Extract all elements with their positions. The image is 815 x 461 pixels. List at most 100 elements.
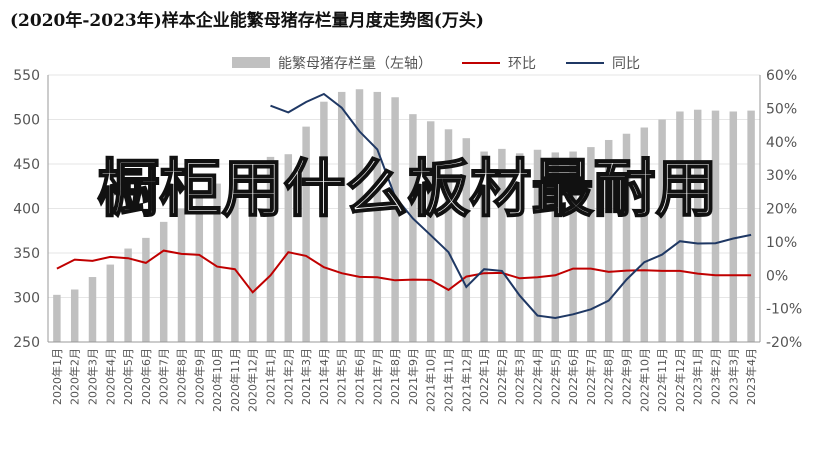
bar (231, 174, 239, 342)
x-axis-tick-label: 2021年10月 (424, 348, 438, 412)
bar (515, 153, 524, 342)
x-axis-tick-label: 2021年7月 (370, 348, 384, 405)
x-axis-tick-label: 2021年6月 (353, 348, 367, 405)
x-axis-tick-label: 2022年3月 (513, 348, 527, 405)
right-axis-tick-label: 0% (766, 268, 788, 284)
right-axis-tick-label: -20% (766, 335, 802, 351)
x-axis-tick-label: 2020年4月 (103, 348, 117, 405)
x-axis-tick-label: 2022年7月 (584, 348, 598, 405)
bar (391, 97, 399, 342)
bar (106, 264, 115, 342)
legend-label: 能繁母猪存栏量（左轴） (278, 56, 432, 72)
x-axis-tick-label: 2021年5月 (335, 348, 349, 405)
bar (70, 289, 79, 342)
bar (711, 110, 720, 342)
bar (658, 119, 666, 342)
legend-label: 同比 (612, 56, 640, 72)
x-axis-tick-label: 2022年1月 (477, 348, 491, 405)
x-axis-tick-label: 2022年8月 (602, 348, 616, 405)
x-axis-tick-label: 2022年12月 (673, 348, 687, 412)
right-axis-tick-label: 20% (766, 202, 797, 218)
bar (587, 147, 595, 342)
x-axis-tick-label: 2020年8月 (175, 348, 189, 405)
bar (53, 294, 61, 342)
bar (266, 156, 275, 342)
line-series (56, 92, 752, 320)
left-axis-tick-label: 400 (13, 202, 40, 218)
bar (302, 126, 310, 343)
series-line (270, 92, 752, 320)
right-axis-tick-label: 10% (766, 235, 797, 251)
bar (88, 277, 97, 342)
right-axis-tick-label: 30% (766, 168, 797, 184)
x-axis-tick-label: 2021年12月 (459, 348, 473, 412)
left-axis-tick-label: 450 (13, 157, 40, 173)
x-axis-tick-label: 2020年9月 (192, 348, 206, 405)
x-axis-tick-label: 2022年5月 (548, 348, 562, 405)
left-axis-tick-label: 550 (13, 68, 40, 84)
bar (337, 91, 346, 342)
bar (480, 151, 488, 342)
bar (248, 170, 257, 342)
bar (444, 129, 453, 342)
left-axis-tick-label: 250 (13, 335, 40, 351)
right-axis-tick-label: 50% (766, 101, 797, 117)
bar (622, 133, 631, 342)
right-axis-tick-label: 60% (766, 68, 797, 84)
x-axis-tick-label: 2021年2月 (281, 348, 295, 405)
x-axis-tick-label: 2023年2月 (709, 348, 723, 405)
bar (373, 91, 382, 342)
bar-series (53, 89, 755, 343)
x-axis-tick-label: 2020年12月 (246, 348, 260, 412)
bar (729, 111, 738, 343)
bar (177, 208, 186, 342)
bar (124, 248, 132, 342)
x-axis-tick-label: 2021年11月 (442, 348, 456, 412)
bar (498, 148, 506, 342)
x-axis-tick-label: 2022年2月 (495, 348, 509, 405)
bar (462, 138, 471, 342)
left-axis-tick-label: 500 (13, 113, 40, 129)
x-axis-tick-label: 2022年10月 (637, 348, 651, 412)
bar (195, 195, 204, 342)
x-axis-tick-label: 2021年8月 (388, 348, 402, 405)
bar (284, 154, 293, 342)
x-axis-tick-label: 2020年1月 (50, 348, 64, 405)
bar (569, 151, 577, 342)
x-axis-tick-label: 2022年6月 (566, 348, 580, 405)
x-axis-tick-label: 2020年11月 (228, 348, 242, 412)
x-axis-tick-label: 2023年3月 (726, 348, 740, 405)
bar (693, 109, 702, 343)
x-axis-tick-label: 2021年3月 (299, 348, 313, 405)
legend: 能繁母猪存栏量（左轴） 环比 同比 (232, 56, 640, 72)
chart-title: (2020年-2023年)样本企业能繁母猪存栏量月度走势图(万头) (10, 11, 484, 31)
legend-label: 环比 (508, 56, 536, 72)
bar (142, 237, 150, 342)
left-axis-tick-label: 300 (13, 291, 40, 307)
x-axis-tick-label: 2020年7月 (157, 348, 171, 405)
bar (409, 114, 417, 342)
bar (676, 111, 684, 343)
right-axis-tick-label: 40% (766, 135, 797, 151)
bar (533, 149, 542, 342)
axes: 250 300 350 400 450 500 550 -20% -10% 0% 10% 20% 30%… (13, 68, 802, 412)
left-axis-tick-label: 350 (13, 246, 40, 262)
bar (213, 183, 221, 342)
x-axis-tick-label: 2023年4月 (744, 348, 758, 405)
bar (320, 101, 328, 342)
x-axis-tick-label: 2022年11月 (655, 348, 669, 412)
x-axis-tick-label: 2022年4月 (531, 348, 545, 405)
x-axis-tick-label: 2021年1月 (264, 348, 278, 405)
right-axis-tick-label: -10% (766, 302, 802, 318)
bar (551, 152, 560, 342)
x-axis-tick-label: 2022年9月 (620, 348, 634, 405)
bar (159, 221, 168, 342)
x-axis-tick-label: 2020年10月 (210, 348, 224, 412)
bar (426, 121, 435, 342)
x-axis-tick-label: 2020年3月 (86, 348, 100, 405)
legend-swatch (232, 57, 270, 68)
x-axis-tick-label: 2021年9月 (406, 348, 420, 405)
bar (355, 89, 364, 343)
x-axis-tick-label: 2020年5月 (121, 348, 135, 405)
bar (640, 127, 649, 342)
